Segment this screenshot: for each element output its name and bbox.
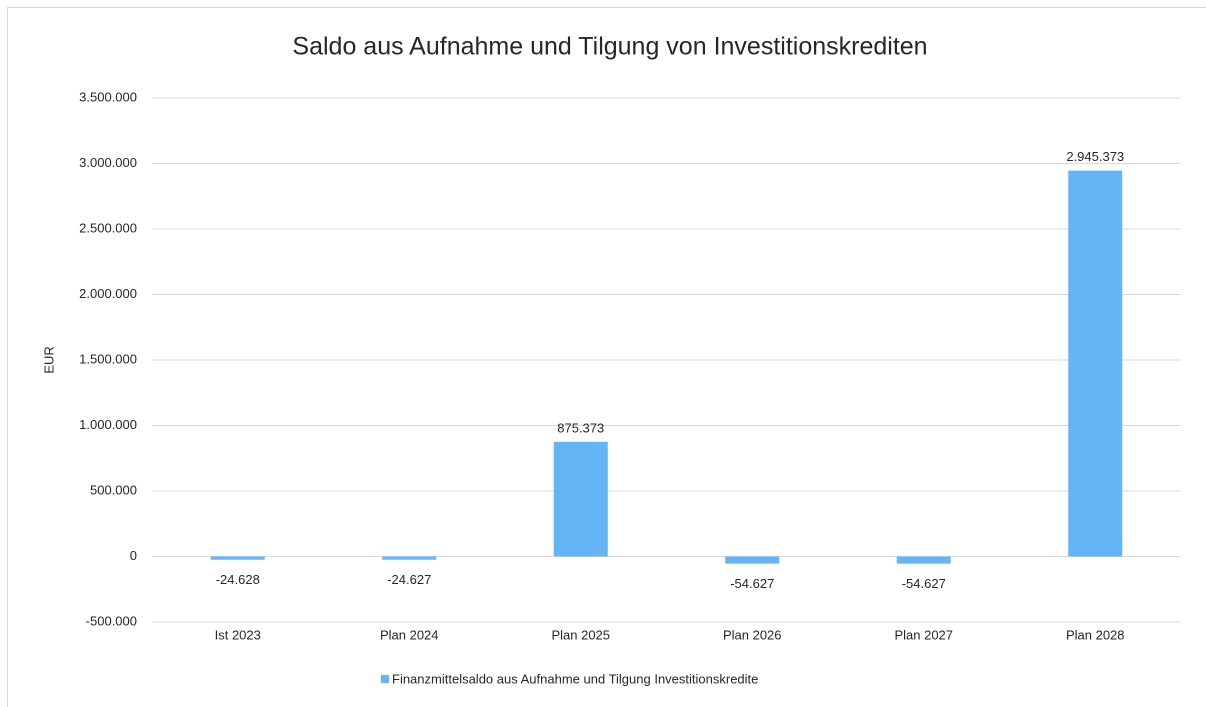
chart-title: Saldo aus Aufnahme und Tilgung von Inves… bbox=[292, 33, 927, 61]
bar bbox=[725, 556, 780, 564]
y-tick-label: -500.000 bbox=[86, 613, 137, 628]
bar bbox=[210, 556, 265, 560]
y-tick-label: 1.500.000 bbox=[79, 351, 137, 366]
y-tick-label: 500.000 bbox=[90, 482, 137, 497]
data-label: 875.373 bbox=[557, 420, 604, 435]
x-tick-label: Ist 2023 bbox=[215, 627, 261, 642]
y-axis-label: EUR bbox=[41, 346, 56, 373]
legend-swatch bbox=[381, 675, 389, 683]
legend-label: Finanzmittelsaldo aus Aufnahme und Tilgu… bbox=[392, 671, 758, 686]
bar bbox=[382, 556, 437, 560]
y-tick-label: 3.000.000 bbox=[79, 155, 137, 170]
x-tick-label: Plan 2026 bbox=[723, 627, 782, 642]
y-tick-label: 2.500.000 bbox=[79, 220, 137, 235]
x-tick-label: Plan 2025 bbox=[551, 627, 610, 642]
y-tick-label: 0 bbox=[130, 548, 137, 563]
data-label: -54.627 bbox=[902, 576, 946, 591]
bar bbox=[1068, 170, 1123, 557]
x-tick-label: Plan 2024 bbox=[380, 627, 439, 642]
x-tick-label: Plan 2028 bbox=[1066, 627, 1125, 642]
bar bbox=[896, 556, 951, 564]
chart-border bbox=[7, 7, 1206, 707]
x-tick-label: Plan 2027 bbox=[894, 627, 953, 642]
data-label: 2.945.373 bbox=[1066, 149, 1124, 164]
data-label: -24.627 bbox=[387, 572, 431, 587]
data-label: -54.627 bbox=[730, 576, 774, 591]
y-tick-label: 3.500.000 bbox=[79, 89, 137, 104]
y-tick-label: 2.000.000 bbox=[79, 286, 137, 301]
data-label: -24.628 bbox=[216, 572, 260, 587]
y-tick-label: 1.000.000 bbox=[79, 417, 137, 432]
bar bbox=[553, 441, 608, 557]
